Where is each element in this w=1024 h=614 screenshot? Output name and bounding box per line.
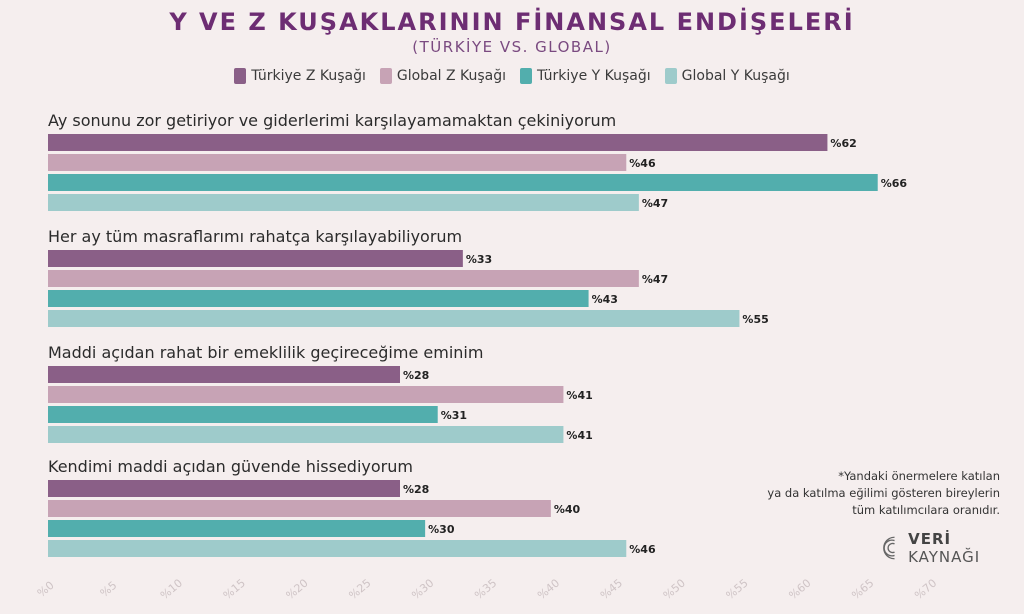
data-label: %40 <box>554 503 581 516</box>
bar <box>48 386 564 403</box>
brand-name-rest: KAYNAĞI <box>908 548 981 566</box>
bar <box>48 500 551 517</box>
bar <box>48 540 627 557</box>
data-label: %62 <box>830 137 856 150</box>
x-tick-label: %50 <box>661 576 688 602</box>
legend-swatch <box>234 68 247 84</box>
bar <box>48 194 639 211</box>
data-label: %66 <box>881 177 908 190</box>
bar <box>48 366 400 383</box>
x-tick-label: %5 <box>98 579 120 600</box>
brand-name-bold: VERİ <box>908 530 952 548</box>
legend-item-turkiye-y: Türkiye Y Kuşağı <box>520 68 651 84</box>
data-label: %28 <box>403 483 429 496</box>
category-label: Her ay tüm masraflarımı rahatça karşılay… <box>48 227 462 246</box>
x-tick-label: %40 <box>535 576 562 602</box>
brand-logo: VERİ KAYNAĞI <box>878 530 1008 566</box>
data-label: %55 <box>742 313 768 326</box>
brand-name: VERİ KAYNAĞI <box>908 530 1008 566</box>
data-label: %41 <box>566 389 592 402</box>
x-tick-label: %20 <box>284 576 311 602</box>
x-tick-label: %60 <box>786 576 813 602</box>
legend-label: Global Z Kuşağı <box>396 68 507 84</box>
x-tick-label: %30 <box>409 576 436 602</box>
chart-title: Y VE Z KUŞAKLARININ FİNANSAL ENDİŞELERİ <box>169 8 855 36</box>
bar <box>48 426 564 443</box>
legend-swatch <box>379 68 392 84</box>
bar <box>48 270 639 287</box>
bar <box>48 480 400 497</box>
legend-label: Türkiye Z Kuşağı <box>251 68 366 84</box>
data-label: %47 <box>642 197 668 210</box>
footnote-line: *Yandaki önermelere katılan <box>838 469 1000 483</box>
data-label: %30 <box>428 523 455 536</box>
footnote-line: ya da katılma eğilimi gösteren bireyleri… <box>767 486 1000 500</box>
x-tick-label: %35 <box>472 576 499 602</box>
x-tick-label: %10 <box>158 576 185 602</box>
legend-swatch <box>520 68 533 84</box>
legend-item-global-z: Global Z Kuşağı <box>379 68 507 84</box>
data-label: %41 <box>566 429 592 442</box>
bar <box>48 290 589 307</box>
legend-label: Global Y Kuşağı <box>681 68 790 84</box>
data-label: %33 <box>466 253 492 266</box>
footnote-line: tüm katılımcılara oranıdır. <box>852 503 1000 517</box>
legend-swatch <box>664 68 677 84</box>
data-label: %43 <box>592 293 618 306</box>
data-label: %46 <box>629 157 656 170</box>
x-tick-label: %25 <box>346 576 373 602</box>
x-tick-label: %70 <box>912 576 939 602</box>
logo-arcs-icon <box>883 536 895 560</box>
category-label: Ay sonunu zor getiriyor ve giderlerimi k… <box>48 111 616 130</box>
x-tick-label: %0 <box>35 579 57 600</box>
legend-label: Türkiye Y Kuşağı <box>537 68 651 84</box>
x-tick-label: %45 <box>598 576 625 602</box>
bar <box>48 134 828 151</box>
bar <box>48 406 438 423</box>
legend-item-global-y: Global Y Kuşağı <box>664 68 790 84</box>
bar <box>48 520 426 537</box>
chart-subtitle: (TÜRKİYE VS. GLOBAL) <box>412 38 612 56</box>
category-label: Kendimi maddi açıdan güvende hissediyoru… <box>48 457 413 476</box>
data-label: %47 <box>642 273 668 286</box>
category-label: Maddi açıdan rahat bir emeklilik geçirec… <box>48 343 483 362</box>
legend-item-turkiye-z: Türkiye Z Kuşağı <box>234 68 366 84</box>
bar <box>48 154 627 171</box>
data-label: %31 <box>441 409 467 422</box>
x-tick-label: %65 <box>849 576 876 602</box>
bar <box>48 310 740 327</box>
data-label: %28 <box>403 369 429 382</box>
x-tick-label: %15 <box>221 576 248 602</box>
legend: Türkiye Z Kuşağı Global Z Kuşağı Türkiye… <box>0 68 1024 84</box>
x-tick-label: %55 <box>724 576 751 602</box>
bar <box>48 174 878 191</box>
footnote: *Yandaki önermelere katılan ya da katılm… <box>680 468 1000 519</box>
data-label: %46 <box>629 543 656 556</box>
bar <box>48 250 463 267</box>
